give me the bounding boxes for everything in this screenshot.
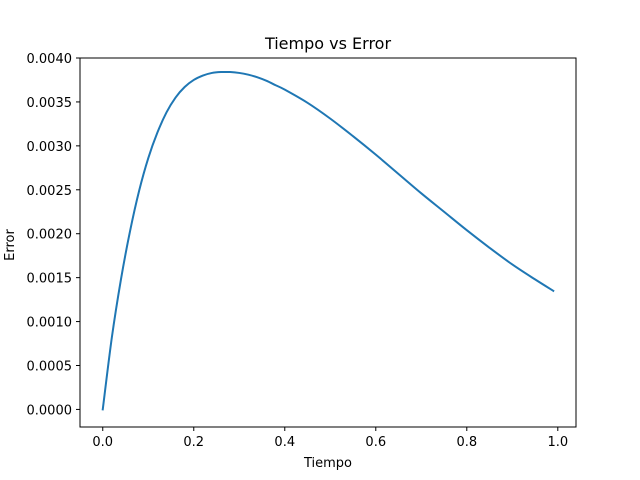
plot-frame — [79, 57, 577, 428]
y-tick-label: 0.0040 — [27, 52, 73, 67]
y-tick-label: 0.0005 — [27, 360, 73, 375]
x-tick-label: 0.2 — [183, 435, 204, 450]
x-tick-label: 0.4 — [274, 435, 295, 450]
y-tick-label: 0.0025 — [27, 184, 73, 199]
series-layer — [101, 70, 555, 411]
y-tick-label: 0.0020 — [27, 228, 73, 243]
x-tick-label: 0.8 — [456, 435, 477, 450]
chart-title: Tiempo vs Error — [264, 34, 392, 53]
x-axis-title: Tiempo — [303, 456, 352, 471]
y-tick-label: 0.0030 — [27, 140, 73, 155]
y-tick-label: 0.0000 — [27, 403, 73, 418]
y-tick-label: 0.0035 — [27, 96, 73, 111]
x-tick-label: 0.0 — [92, 435, 113, 450]
x-axis-ticks: 0.0 0.2 0.4 0.6 0.8 1.0 — [92, 427, 568, 450]
y-tick-label: 0.0010 — [27, 316, 73, 331]
y-tick-label: 0.0015 — [27, 272, 73, 287]
series-line — [101, 70, 555, 411]
y-axis-title: Error — [3, 229, 18, 261]
y-axis-ticks: 0.0000 0.0005 0.0010 0.0015 0.0020 0.0025 0.00… — [27, 52, 80, 418]
x-tick-label: 1.0 — [547, 435, 568, 450]
x-tick-label: 0.6 — [365, 435, 386, 450]
